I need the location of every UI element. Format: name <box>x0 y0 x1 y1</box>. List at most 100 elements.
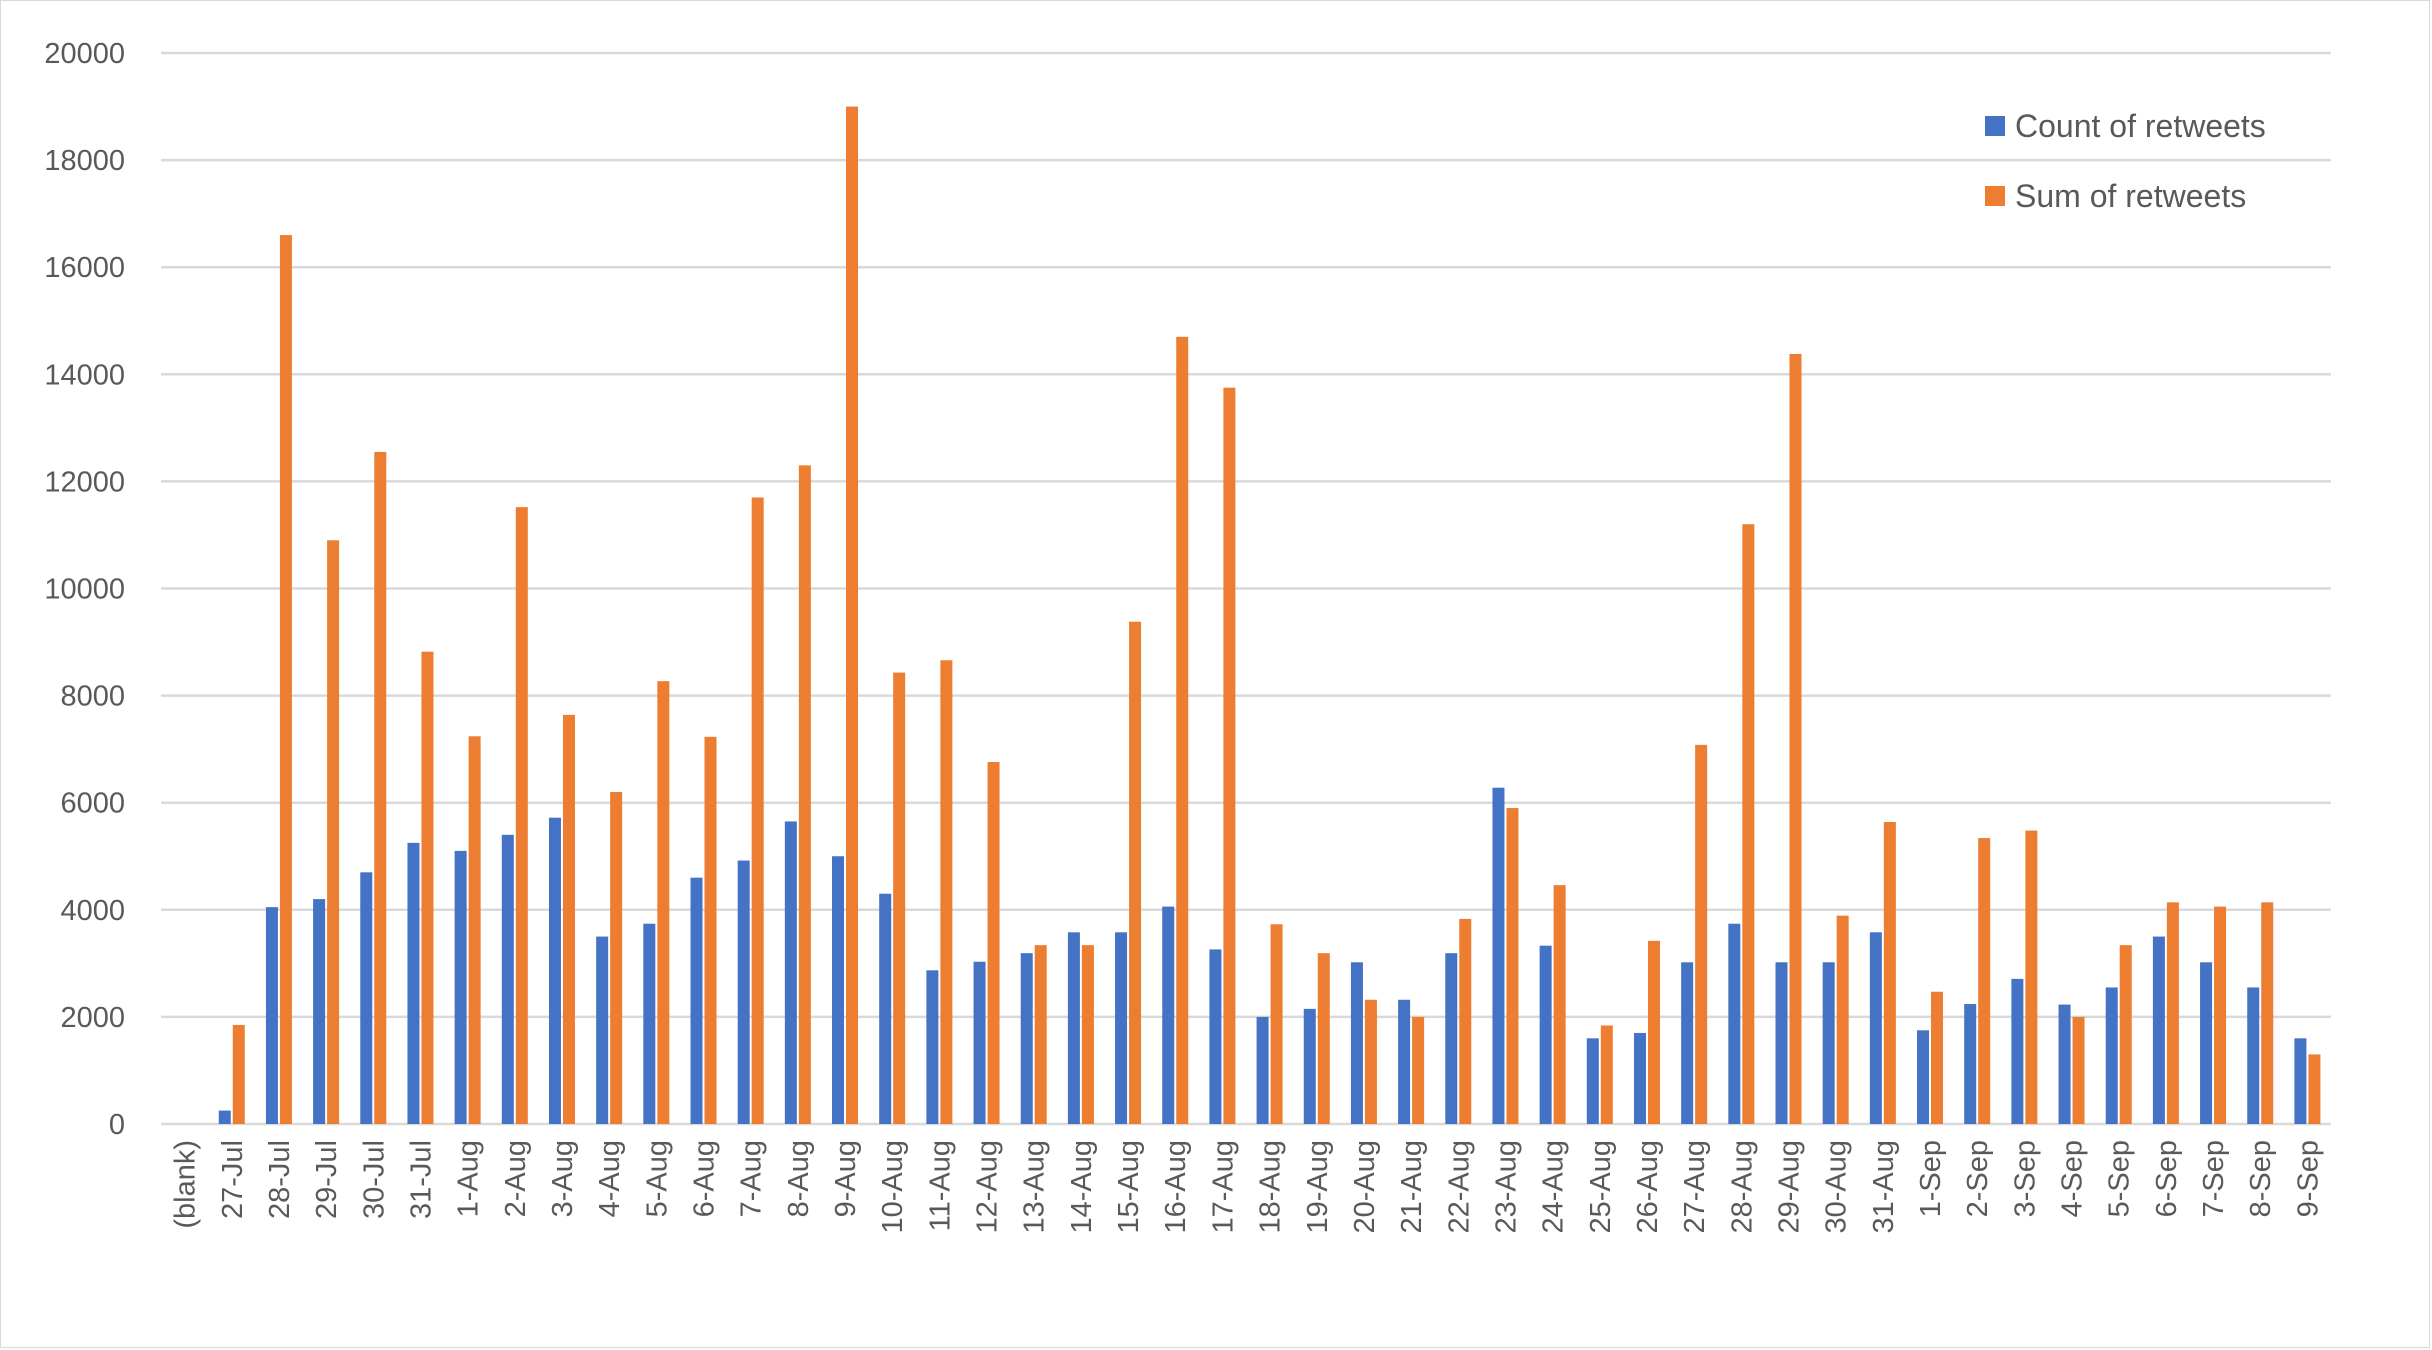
sum-bar <box>468 736 481 1124</box>
count-bar <box>407 842 420 1124</box>
sum-bar <box>798 465 811 1125</box>
sum-bar <box>1459 918 1472 1124</box>
x-tick-label: 7-Sep <box>2198 1140 2230 1217</box>
x-tick-label: 5-Sep <box>2104 1140 2136 1217</box>
y-tick-label: 6000 <box>60 788 125 820</box>
count-bar <box>218 1110 231 1124</box>
x-tick-label: 25-Aug <box>1585 1140 1617 1234</box>
x-tick-label: 27-Jul <box>217 1140 249 1219</box>
y-axis-tick-labels: 0 2000 4000 6000 8000 10000 12000 14000 16000 180… <box>44 38 125 1141</box>
count-bar <box>1398 999 1411 1124</box>
x-axis-tick-labels: (blank) 27-Jul 28-Jul 29-Jul 30-Jul 31-Jul 1-A… <box>170 1140 2325 1234</box>
y-tick-label: 2000 <box>60 1002 125 1034</box>
sum-bar <box>2025 830 2038 1124</box>
sum-bar <box>2261 902 2274 1124</box>
bars <box>218 106 2321 1125</box>
count-bar <box>643 923 656 1124</box>
sum-bar <box>846 106 859 1125</box>
y-tick-label: 8000 <box>60 681 125 713</box>
legend-label-sum: Sum of retweets <box>2015 178 2246 214</box>
x-tick-label: 6-Aug <box>689 1140 721 1217</box>
count-bar <box>548 817 561 1124</box>
legend-label-count: Count of retweets <box>2015 108 2266 144</box>
y-tick-label: 10000 <box>44 574 125 606</box>
sum-bar <box>515 507 528 1124</box>
x-tick-label: 4-Aug <box>594 1140 626 1217</box>
gridlines <box>161 51 2331 1126</box>
count-bar <box>1209 949 1222 1124</box>
x-tick-label: 14-Aug <box>1066 1140 1098 1234</box>
count-bar <box>454 850 467 1124</box>
legend: Count of retweets Sum of retweets <box>1985 108 2266 214</box>
count-bar <box>1162 906 1175 1124</box>
x-tick-label: 13-Aug <box>1019 1140 1051 1234</box>
x-tick-label: 2-Aug <box>500 1140 532 1217</box>
count-bar <box>313 899 326 1124</box>
count-bar <box>2058 1004 2071 1124</box>
count-bar <box>1303 1008 1316 1124</box>
x-tick-label: 30-Aug <box>1821 1140 1853 1234</box>
x-tick-label: 9-Aug <box>830 1140 862 1217</box>
y-tick-label: 18000 <box>44 145 125 177</box>
sum-bar <box>374 451 387 1124</box>
y-tick-label: 4000 <box>60 895 125 927</box>
sum-bar <box>1931 991 1944 1124</box>
count-bar <box>1067 932 1080 1124</box>
count-bar <box>1822 962 1835 1124</box>
sum-bar <box>2214 906 2227 1124</box>
sum-bar <box>1836 915 1849 1124</box>
count-bar <box>2011 978 2024 1124</box>
count-bar <box>2294 1038 2307 1124</box>
sum-bar <box>1506 808 1519 1124</box>
sum-bar <box>2119 945 2132 1124</box>
count-bar <box>596 936 609 1124</box>
legend-swatch-sum <box>1985 186 2005 206</box>
x-tick-label: 20-Aug <box>1349 1140 1381 1234</box>
sum-bar <box>2072 1016 2085 1124</box>
x-tick-label: 22-Aug <box>1443 1140 1475 1234</box>
count-bar <box>2200 962 2213 1124</box>
count-bar <box>1020 953 1033 1124</box>
count-bar <box>926 970 939 1124</box>
sum-bar <box>610 791 623 1124</box>
sum-bar <box>1742 524 1755 1124</box>
count-bar <box>265 907 278 1124</box>
sum-bar <box>704 736 717 1124</box>
count-bar <box>1728 923 1741 1124</box>
count-bar <box>1492 787 1505 1124</box>
count-bar <box>879 893 892 1124</box>
sum-bar <box>2166 902 2179 1124</box>
count-bar <box>1350 962 1363 1124</box>
y-tick-label: 14000 <box>44 359 125 391</box>
x-tick-label: 17-Aug <box>1207 1140 1239 1234</box>
count-bar <box>1115 932 1128 1124</box>
sum-bar <box>1883 821 1896 1124</box>
x-tick-label: 18-Aug <box>1255 1140 1287 1234</box>
sum-bar <box>1789 353 1802 1124</box>
sum-bar <box>232 1024 245 1124</box>
count-bar <box>2105 987 2118 1124</box>
x-tick-label: 16-Aug <box>1160 1140 1192 1234</box>
sum-bar <box>1176 336 1189 1124</box>
count-bar <box>2152 936 2165 1124</box>
count-bar <box>1256 1016 1269 1124</box>
sum-bar <box>1695 744 1708 1124</box>
sum-bar <box>1081 945 1094 1124</box>
count-bar <box>1681 962 1694 1124</box>
x-tick-label: 1-Aug <box>453 1140 485 1217</box>
x-tick-label: 7-Aug <box>736 1140 768 1217</box>
count-bar <box>784 821 797 1124</box>
sum-bar <box>2308 1054 2321 1124</box>
sum-bar <box>1412 1016 1425 1124</box>
x-tick-label: 10-Aug <box>877 1140 909 1234</box>
count-bar <box>1586 1038 1599 1124</box>
x-tick-label: 8-Aug <box>783 1140 815 1217</box>
x-tick-label: 15-Aug <box>1113 1140 1145 1234</box>
sum-bar <box>893 672 906 1124</box>
sum-bar <box>1317 953 1330 1124</box>
y-tick-label: 12000 <box>44 466 125 498</box>
x-tick-label: 1-Sep <box>1915 1140 1947 1217</box>
count-bar <box>1539 945 1552 1124</box>
x-tick-label: 8-Sep <box>2245 1140 2277 1217</box>
